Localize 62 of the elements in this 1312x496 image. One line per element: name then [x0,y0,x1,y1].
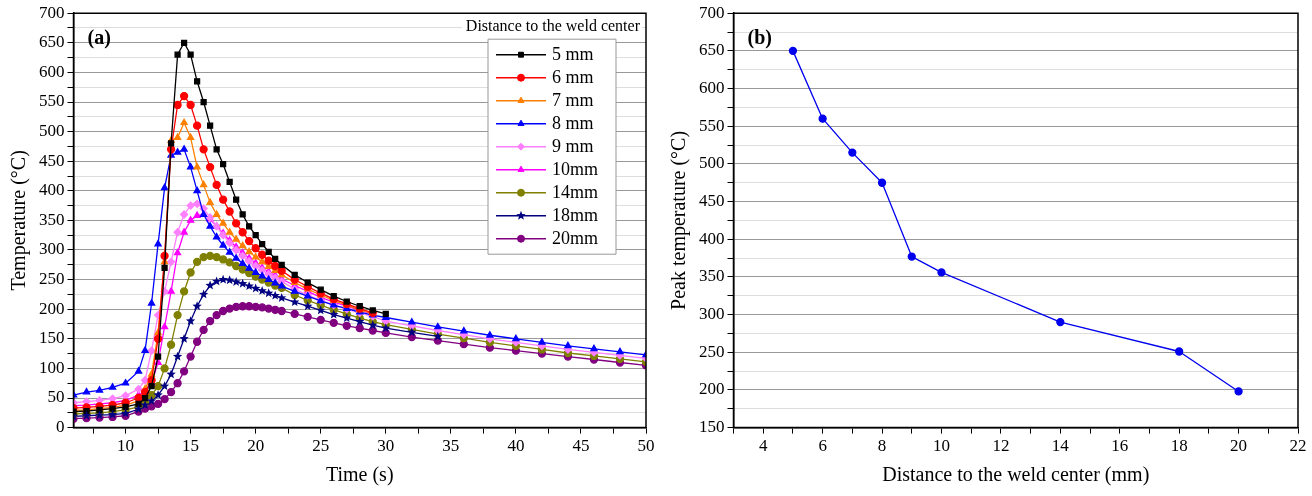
x-tick-label: 40 [507,436,525,456]
x-axis-title: Time (s) [325,463,394,487]
y-tick-label: 150 [699,417,725,437]
y-axis-title: Peak temperature (°C) [667,130,691,310]
y-tick-label: 250 [39,269,65,289]
x-tick-label: 35 [442,436,460,456]
y-tick-label: 250 [699,341,725,361]
y-tick-label: 100 [39,357,65,377]
x-tick-label: 8 [877,436,887,456]
y-tick-label: 500 [699,153,725,173]
y-axis-title: Temperature (°C) [7,150,31,291]
x-tick-label: 4 [758,436,768,456]
legend-label: 10mm [552,159,599,180]
y-tick-label: 150 [39,328,65,348]
y-tick-label: 450 [699,191,725,211]
annotation: (a) [87,26,111,50]
x-tick-label: 25 [312,436,330,456]
y-tick-label: 700 [39,2,65,22]
y-tick-label: 650 [699,40,725,60]
x-tick-label: 45 [572,436,590,456]
y-tick-label: 200 [39,298,65,318]
y-tick-label: 700 [699,2,725,22]
legend-label: 6 mm [552,67,594,88]
x-tick-label: 6 [818,436,827,456]
x-tick-label: 14 [1051,436,1070,456]
y-tick-label: 0 [56,417,65,437]
legend-label: 18mm [552,205,599,226]
y-tick-label: 550 [39,91,65,111]
y-tick-label: 500 [39,121,65,141]
x-tick-label: 12 [992,436,1010,456]
x-tick-label: 18 [1170,436,1188,456]
x-tick-label: 50 [637,436,655,456]
y-tick-label: 50 [47,387,65,407]
x-tick-label: 22 [1289,436,1307,456]
x-tick-label: 16 [1111,436,1129,456]
x-tick-label: 30 [377,436,395,456]
legend-label: 14mm [552,182,599,203]
y-tick-label: 300 [39,239,65,259]
annotation: (b) [747,26,772,50]
legend-label: 5 mm [552,44,594,65]
legend-label: 20mm [552,228,599,249]
y-tick-label: 600 [39,61,65,81]
x-tick-label: 15 [182,436,200,456]
legend-title: Distance to the weld center [465,17,641,35]
y-tick-label: 450 [39,150,65,170]
y-tick-label: 650 [39,32,65,52]
x-axis-title: Distance to the weld center (mm) [882,463,1150,487]
y-tick-label: 400 [39,180,65,200]
x-tick-label: 10 [932,436,950,456]
y-tick-label: 400 [699,228,725,248]
y-tick-label: 200 [699,379,725,399]
x-tick-label: 20 [1230,436,1248,456]
y-tick-label: 600 [699,78,725,98]
y-tick-label: 350 [39,209,65,229]
y-tick-label: 550 [699,115,725,135]
legend-label: 8 mm [552,113,594,134]
legend-label: 7 mm [552,90,594,111]
x-tick-label: 10 [117,436,135,456]
y-tick-label: 300 [699,304,725,324]
x-tick-label: 20 [247,436,265,456]
y-tick-label: 350 [699,266,725,286]
legend-label: 9 mm [552,136,594,157]
